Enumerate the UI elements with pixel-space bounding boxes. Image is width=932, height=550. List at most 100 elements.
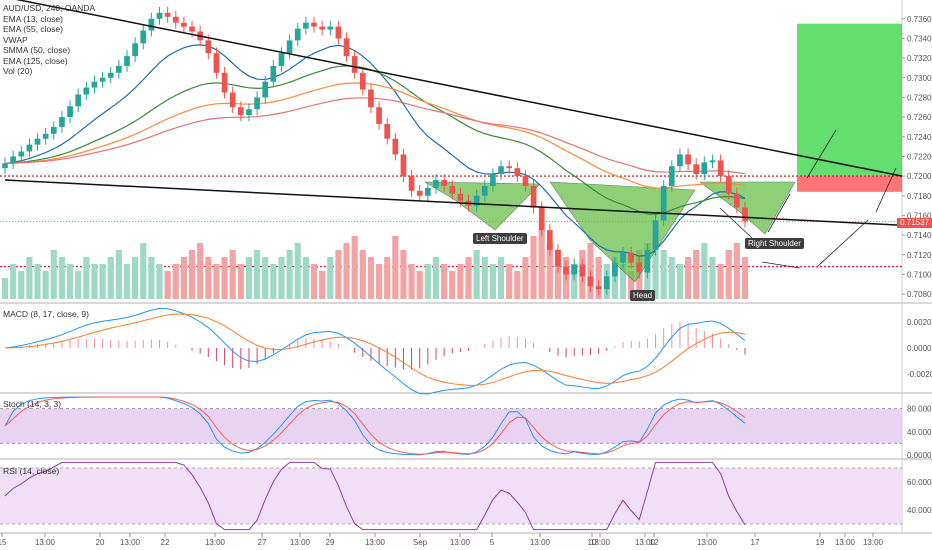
candle-body: [717, 160, 724, 177]
projection-arrow: [817, 219, 869, 267]
volume-bar: [26, 257, 33, 299]
volume-bar: [180, 257, 187, 299]
candle-body: [42, 133, 49, 139]
candle-body: [725, 176, 732, 194]
candle-body: [132, 43, 138, 57]
stoch-d-line: [4, 396, 746, 455]
volume-bar: [660, 250, 667, 299]
stoch-legend[interactable]: Stoch (14, 3, 3): [3, 399, 62, 409]
volume-bar: [449, 271, 456, 299]
projection-arrow: [761, 261, 801, 269]
legend-vwap[interactable]: VWAP: [3, 34, 28, 45]
legend-ema13[interactable]: EMA (13, close): [3, 13, 63, 24]
candle-body: [652, 220, 659, 250]
candle-body: [457, 193, 464, 201]
volume-bar: [213, 264, 220, 299]
time-axis-label: 13:00: [590, 538, 611, 547]
volume-bar: [99, 264, 106, 299]
volume-bar: [58, 257, 66, 299]
volume-bar: [668, 257, 675, 299]
volume-bar: [91, 264, 98, 299]
candle-body: [368, 89, 374, 108]
candle-body: [270, 65, 277, 82]
time-axis-label: 13:00: [120, 538, 141, 547]
volume-bar: [619, 264, 627, 299]
legend-volume[interactable]: Vol (20): [3, 66, 33, 76]
legend-symbol[interactable]: AUD/USD, 240, OANDA: [3, 3, 96, 13]
candle-body: [416, 190, 423, 196]
candle-body: [742, 207, 748, 222]
candle-body: [693, 164, 700, 175]
candle-body: [587, 276, 594, 287]
time-axis-label: 13:00: [290, 538, 311, 547]
projection-arrow: [806, 129, 837, 179]
candle-body: [107, 72, 114, 78]
candle-body: [563, 266, 569, 275]
candle-body: [221, 72, 228, 93]
volume-bar: [205, 257, 212, 299]
candle-body: [441, 180, 447, 186]
stoch-axis-label: 0.0000: [907, 451, 932, 460]
rsi-legend[interactable]: RSI (14, close): [3, 466, 60, 476]
candle-body: [237, 107, 244, 116]
macd-axis-label: 0.0000: [907, 344, 932, 353]
volume-bar: [164, 271, 171, 299]
candle-body: [449, 185, 456, 194]
volume-bar: [546, 243, 553, 299]
volume-bar: [237, 264, 244, 299]
volume-bar: [530, 236, 537, 299]
candle-body: [473, 195, 480, 206]
candle-body: [116, 65, 122, 73]
candle-body: [26, 144, 33, 152]
rsi-band: [0, 468, 902, 524]
time-axis-label: 20: [96, 538, 105, 547]
candle-body: [522, 176, 529, 186]
candle-body: [376, 107, 382, 124]
volume-bar: [123, 264, 131, 299]
right-shoulder-label[interactable]: Right Shoulder: [745, 238, 804, 249]
candle-body: [620, 252, 626, 263]
time-axis-label: 5: [490, 538, 495, 547]
volume-bar: [188, 250, 196, 299]
candle-body: [506, 166, 513, 169]
time-axis-label: 15: [0, 538, 7, 547]
legend-ema55[interactable]: EMA (55, close): [3, 24, 63, 34]
rsi-axis-label: 40.0000: [907, 506, 932, 515]
candle-body: [685, 154, 691, 165]
candle-body: [571, 264, 578, 275]
macd-line: [4, 307, 746, 395]
candle-body: [327, 26, 334, 30]
volume-bar: [229, 250, 236, 299]
candle-body: [67, 106, 73, 118]
macd-legend[interactable]: MACD (8, 17, close, 9): [3, 309, 89, 319]
volume-bar: [327, 257, 334, 299]
time-axis-label: 17: [751, 538, 760, 547]
volume-bar: [424, 264, 431, 299]
candle-body: [50, 126, 57, 134]
volume-bar: [392, 236, 399, 299]
projection-arrow: [875, 167, 897, 213]
candle-body: [164, 12, 171, 17]
volume-bar: [652, 236, 659, 299]
volume-bar: [262, 257, 269, 299]
volume-bar: [343, 243, 350, 299]
candle-body: [294, 28, 301, 41]
legend-smma50[interactable]: SMMA (50, close): [3, 45, 71, 55]
candle-body: [229, 92, 236, 108]
volume-bar: [172, 264, 179, 299]
head-label[interactable]: Head: [630, 290, 656, 301]
volume-bar: [115, 250, 122, 299]
volume-bar: [506, 264, 513, 299]
legend-ema125[interactable]: EMA (125, close): [3, 55, 68, 66]
volume-bar: [497, 257, 505, 299]
left-shoulder-label[interactable]: Left Shoulder: [473, 233, 527, 244]
ema55-line: [4, 82, 746, 189]
candle-body: [660, 185, 667, 221]
